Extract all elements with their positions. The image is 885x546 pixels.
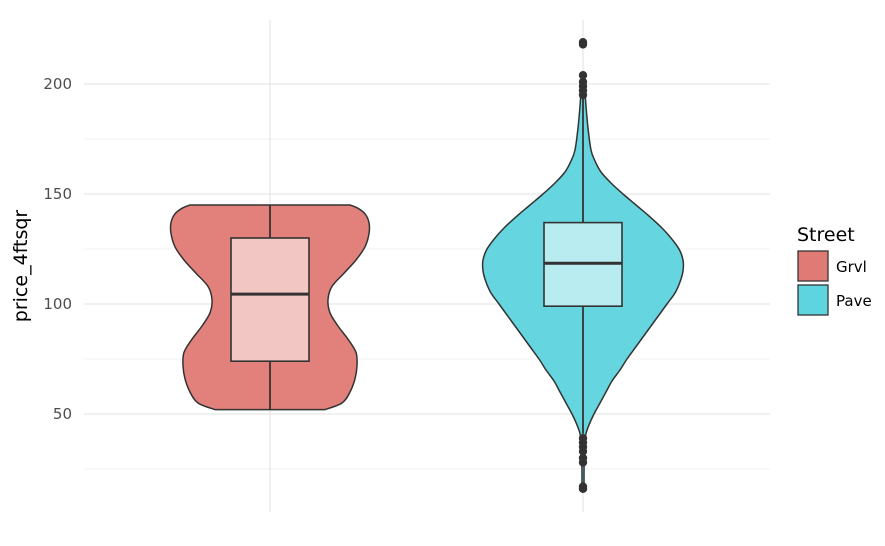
box-layer — [230, 77, 623, 434]
y-tick-label: 100 — [43, 295, 72, 313]
outlier-layer — [578, 38, 588, 493]
outlier-point — [578, 71, 588, 80]
y-tick-label: 200 — [43, 75, 72, 93]
legend-title: Street — [797, 224, 855, 246]
legend-label-grvl: Grvl — [836, 258, 867, 276]
outlier-point — [578, 77, 588, 87]
y-axis-title: price_4ftsqr — [10, 210, 32, 323]
box-grvl — [230, 237, 310, 362]
outlier-point — [578, 453, 588, 463]
legend: Street Grvl Pave — [797, 224, 872, 316]
legend-label-pave: Pave — [836, 292, 872, 310]
legend-swatch-pave — [797, 284, 829, 316]
outlier-point — [578, 434, 588, 443]
outlier-point — [578, 482, 588, 491]
y-tick-label: 50 — [53, 405, 72, 423]
y-tick-label: 150 — [43, 185, 72, 203]
legend-entries: Grvl Pave — [797, 250, 872, 316]
y-tick-labels: 50 100 150 200 — [43, 75, 72, 423]
outlier-point — [578, 38, 588, 47]
legend-swatch-grvl — [797, 250, 829, 282]
